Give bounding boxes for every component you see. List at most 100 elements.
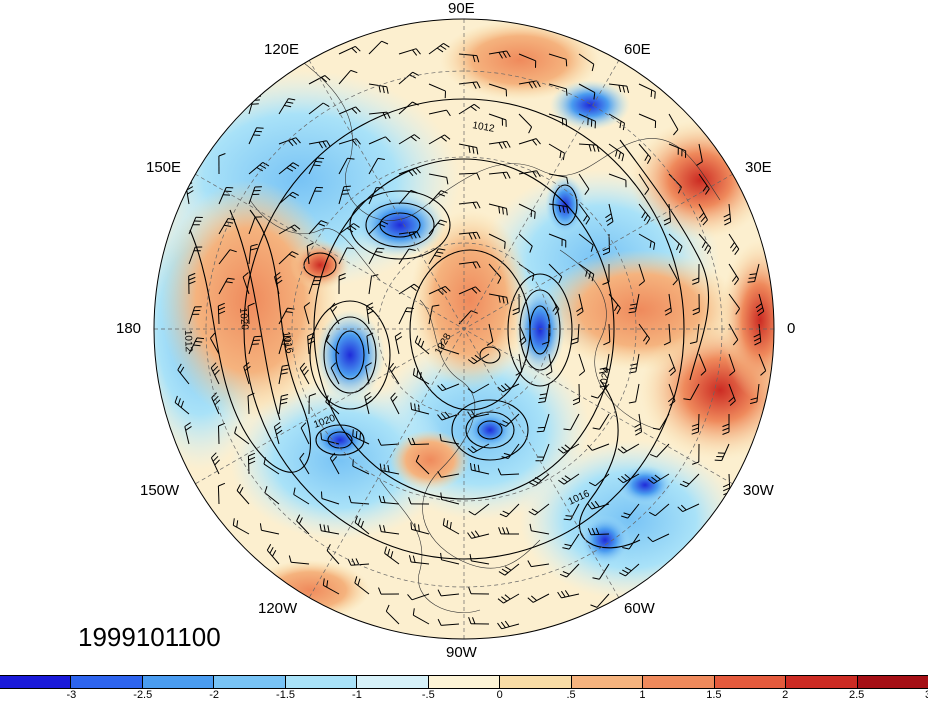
wind-barb-shaft	[368, 158, 379, 175]
wind-barb-shaft	[458, 310, 472, 325]
wind-barb-feather	[325, 395, 329, 403]
wind-barb-shaft	[248, 127, 258, 145]
wind-barb-feather	[420, 340, 425, 348]
wind-barb-shaft	[623, 443, 640, 454]
wind-barb-feather	[504, 594, 511, 600]
wind-barb-feather	[613, 304, 619, 312]
wind-barb-shaft	[488, 233, 506, 243]
wind-barb-feather	[619, 121, 622, 129]
wind-barb-shaft	[505, 413, 520, 427]
wind-barb-shaft	[578, 143, 598, 146]
wind-barb-shaft	[531, 530, 550, 535]
wind-barb-feather	[563, 428, 571, 431]
wind-barb-feather	[415, 167, 421, 174]
wind-barb-shaft	[623, 473, 640, 484]
wind-barb-feather	[378, 495, 382, 503]
wind-barb-feather	[692, 281, 699, 285]
wind-barb-shaft	[608, 323, 611, 343]
wind-barb-feather	[501, 596, 508, 602]
wind-barb-feather	[377, 247, 385, 250]
wind-barb-feather	[756, 307, 763, 313]
isobar-label: 1020	[237, 307, 250, 331]
wind-barb-feather	[635, 431, 642, 436]
wind-barb-feather	[704, 188, 710, 195]
wind-barb-shaft	[299, 368, 310, 385]
wind-barb-feather	[292, 191, 299, 196]
wind-barb-feather	[285, 311, 293, 313]
wind-barb-feather	[584, 188, 590, 195]
wind-barb-shaft	[354, 582, 370, 595]
wind-barb-shaft	[488, 203, 507, 209]
wind-barb-feather	[244, 365, 251, 371]
wind-barb-feather	[472, 146, 475, 154]
wind-barb-feather	[437, 589, 442, 597]
wind-barb-shaft	[247, 395, 250, 415]
wind-barb-feather	[412, 49, 418, 56]
wind-barb-feather	[266, 543, 272, 551]
wind-barb-feather	[471, 410, 476, 418]
wind-barb-feather	[576, 307, 583, 313]
wind-barb-shaft	[608, 83, 627, 87]
wind-barb-shaft	[595, 473, 610, 487]
colorbar-tick-label: 0	[496, 689, 503, 701]
wind-barb-feather	[679, 483, 687, 488]
wind-barb-feather	[377, 157, 385, 160]
wind-barb-feather	[628, 401, 636, 404]
wind-barb-feather	[606, 221, 614, 226]
wind-barb-feather	[691, 431, 699, 435]
wind-barb-feather	[630, 363, 638, 366]
wind-barb-shaft	[458, 201, 477, 205]
wind-barb-shaft	[638, 263, 645, 282]
wind-barb-feather	[559, 573, 567, 578]
wind-barb-shaft	[758, 353, 767, 371]
wind-barb-feather	[512, 307, 520, 312]
wind-barb-shaft	[338, 247, 348, 265]
wind-barb-feather	[572, 401, 580, 406]
wind-barb-shaft	[501, 623, 520, 630]
wind-barb-feather	[599, 367, 607, 370]
wind-barb-feather	[381, 220, 389, 225]
wind-barb-feather	[476, 201, 481, 209]
wind-barb-shaft	[488, 293, 507, 298]
wind-barb-feather	[218, 302, 225, 307]
wind-barb-feather	[663, 341, 671, 346]
wind-barb-feather	[528, 81, 533, 89]
wind-barb-feather	[300, 422, 307, 429]
wind-barb-feather	[410, 402, 413, 410]
wind-barb-feather	[500, 384, 507, 391]
wind-barb-shaft	[323, 584, 340, 595]
wind-barb-feather	[212, 365, 219, 372]
wind-barb-shaft	[596, 593, 610, 608]
wind-barb-shaft	[488, 83, 507, 90]
wind-barb-feather	[471, 446, 478, 452]
wind-barb-feather	[571, 337, 579, 341]
wind-barb-shaft	[325, 401, 340, 415]
wind-barb-feather	[282, 364, 290, 367]
wind-barb-shaft	[352, 465, 370, 475]
wind-barb-feather	[498, 206, 501, 214]
wind-barb-feather	[343, 185, 351, 188]
wind-barb-feather	[408, 248, 416, 251]
wind-barb-feather	[562, 205, 565, 213]
wind-barb-feather	[731, 275, 737, 282]
wind-barb-feather	[378, 587, 382, 595]
wind-barb-feather	[664, 307, 672, 312]
wind-barb-feather	[622, 547, 630, 550]
wind-barb-feather	[590, 604, 598, 608]
wind-barb-feather	[667, 396, 675, 403]
wind-barb-feather	[355, 106, 361, 113]
wind-barb-feather	[326, 140, 331, 147]
wind-barb-shaft	[350, 563, 370, 566]
wind-barb-feather	[408, 170, 414, 177]
wind-barb-feather	[354, 46, 361, 52]
wind-barb-feather	[512, 311, 520, 316]
wind-barb-shaft	[544, 383, 550, 402]
wind-barb-feather	[224, 224, 232, 227]
wind-barb-shaft	[188, 246, 196, 265]
wind-barb-feather	[585, 218, 591, 225]
wind-barb-feather	[184, 422, 191, 427]
wind-barb-feather	[309, 393, 317, 397]
wind-barb-shaft	[242, 276, 250, 295]
wind-barb-feather	[558, 479, 565, 485]
